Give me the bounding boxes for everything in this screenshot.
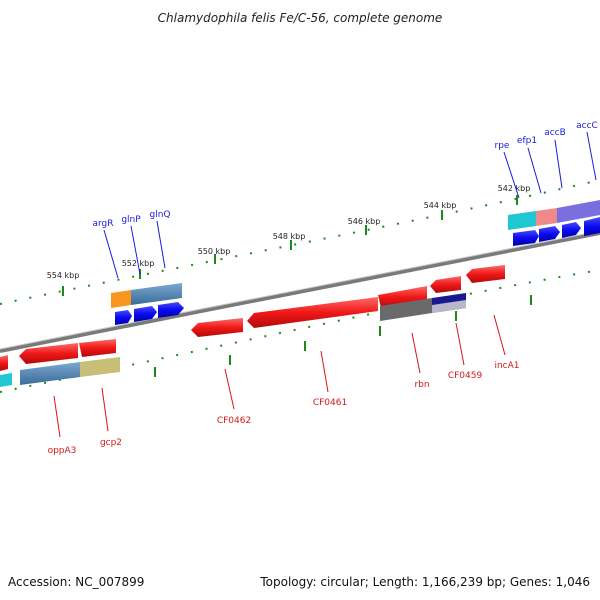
forward-feature-band bbox=[111, 200, 600, 308]
top-gene-labels: argR glnP glnQ rpe efp1 accB accC bbox=[92, 121, 597, 229]
feature-block bbox=[380, 298, 432, 321]
gene-label: oppA3 bbox=[48, 446, 77, 456]
cds-arrow bbox=[19, 343, 78, 364]
feature-block bbox=[80, 357, 120, 377]
gene-label: rbn bbox=[414, 380, 429, 390]
scale-label: 546 kbp bbox=[348, 217, 381, 226]
gene-arrow bbox=[513, 230, 539, 246]
feature-block bbox=[536, 208, 557, 226]
top-label-leaders bbox=[103, 131, 597, 279]
scale-labels: 554 kbp 552 kbp 550 kbp 548 kbp 546 kbp … bbox=[47, 184, 531, 280]
gene-arrow bbox=[562, 222, 581, 238]
gene-arrow bbox=[134, 306, 157, 322]
gene-label: gcp2 bbox=[100, 438, 122, 448]
cds-arrow bbox=[466, 265, 505, 283]
accession-text: Accession: NC_007899 bbox=[8, 575, 144, 589]
gene-label: accB bbox=[544, 128, 566, 138]
gene-label: efp1 bbox=[517, 136, 537, 146]
feature-block bbox=[131, 283, 182, 305]
reverse-cds-arrows bbox=[0, 265, 505, 371]
map-title: Chlamydophila felis Fe/C-56, complete ge… bbox=[158, 11, 443, 25]
genome-backbone-highlight bbox=[0, 230, 600, 350]
cds-arrow bbox=[0, 355, 8, 371]
gene-label: accC bbox=[576, 121, 598, 131]
scale-label: 550 kbp bbox=[198, 247, 231, 256]
gene-arrow bbox=[584, 217, 600, 236]
scale-label: 548 kbp bbox=[273, 232, 306, 241]
feature-block bbox=[432, 300, 466, 313]
cds-arrow bbox=[247, 297, 378, 328]
feature-block bbox=[111, 290, 131, 308]
gene-label: CF0461 bbox=[313, 398, 347, 408]
feature-block bbox=[0, 373, 12, 387]
gene-label: CF0462 bbox=[217, 416, 251, 426]
feature-block bbox=[508, 211, 536, 230]
inner-track bbox=[0, 269, 600, 393]
reverse-feature-band bbox=[0, 293, 466, 387]
outer-scale-track bbox=[0, 179, 600, 305]
genome-backbone bbox=[0, 231, 600, 353]
gene-label: rpe bbox=[495, 141, 510, 151]
feature-block bbox=[20, 362, 80, 385]
gene-arrow bbox=[539, 226, 560, 242]
scale-label: 542 kbp bbox=[498, 184, 531, 193]
feature-block bbox=[557, 200, 600, 223]
gene-label: argR bbox=[92, 219, 113, 229]
forward-gene-arrows bbox=[115, 217, 600, 325]
gene-label: incA1 bbox=[494, 361, 519, 371]
cds-arrow bbox=[191, 318, 243, 337]
gene-arrow bbox=[115, 310, 132, 325]
gene-label: glnQ bbox=[149, 210, 170, 220]
cds-arrow bbox=[378, 286, 427, 308]
scale-label: 554 kbp bbox=[47, 271, 80, 280]
gene-label: glnP bbox=[121, 215, 141, 225]
scale-label: 544 kbp bbox=[424, 201, 457, 210]
cds-arrow bbox=[430, 276, 461, 293]
gene-label: CF0459 bbox=[448, 371, 483, 381]
cds-arrow bbox=[79, 339, 116, 357]
gene-arrow bbox=[158, 302, 184, 318]
bottom-gene-labels: oppA3 gcp2 CF0462 CF0461 rbn CF0459 incA… bbox=[48, 361, 520, 456]
bottom-label-leaders bbox=[53, 314, 506, 438]
topology-text: Topology: circular; Length: 1,166,239 bp… bbox=[259, 575, 590, 589]
